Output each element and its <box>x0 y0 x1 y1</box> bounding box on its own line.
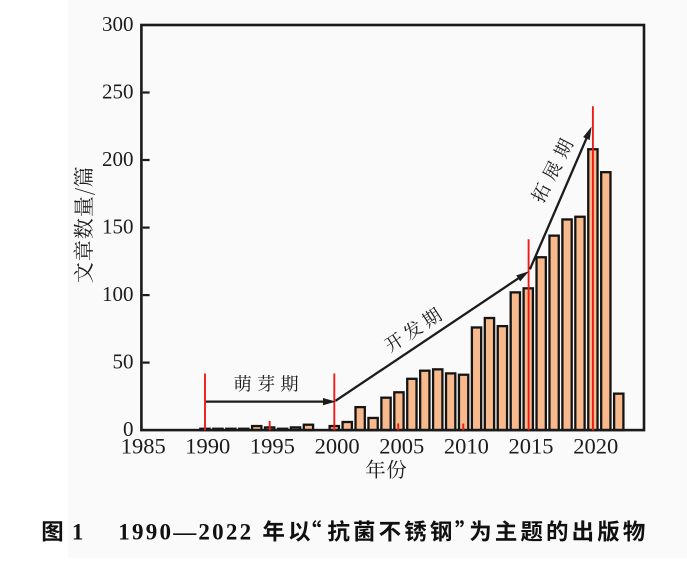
svg-text:1990: 1990 <box>185 434 230 459</box>
svg-text:1985: 1985 <box>121 434 166 459</box>
svg-text:150: 150 <box>102 215 134 239</box>
svg-text:1995: 1995 <box>250 434 295 459</box>
svg-text:2020: 2020 <box>573 434 618 459</box>
svg-text:2010: 2010 <box>444 434 489 459</box>
svg-text:1990—2022: 1990—2022 <box>118 520 251 545</box>
svg-text:2015: 2015 <box>509 434 554 459</box>
svg-text:250: 250 <box>102 80 134 104</box>
svg-text:200: 200 <box>102 147 134 171</box>
svg-text:300: 300 <box>102 12 134 36</box>
svg-text:2005: 2005 <box>379 434 424 459</box>
svg-text:1: 1 <box>72 520 84 545</box>
svg-text:50: 50 <box>113 350 134 374</box>
svg-text:0: 0 <box>123 417 134 441</box>
svg-text:2000: 2000 <box>315 434 360 459</box>
svg-text:100: 100 <box>102 282 134 306</box>
